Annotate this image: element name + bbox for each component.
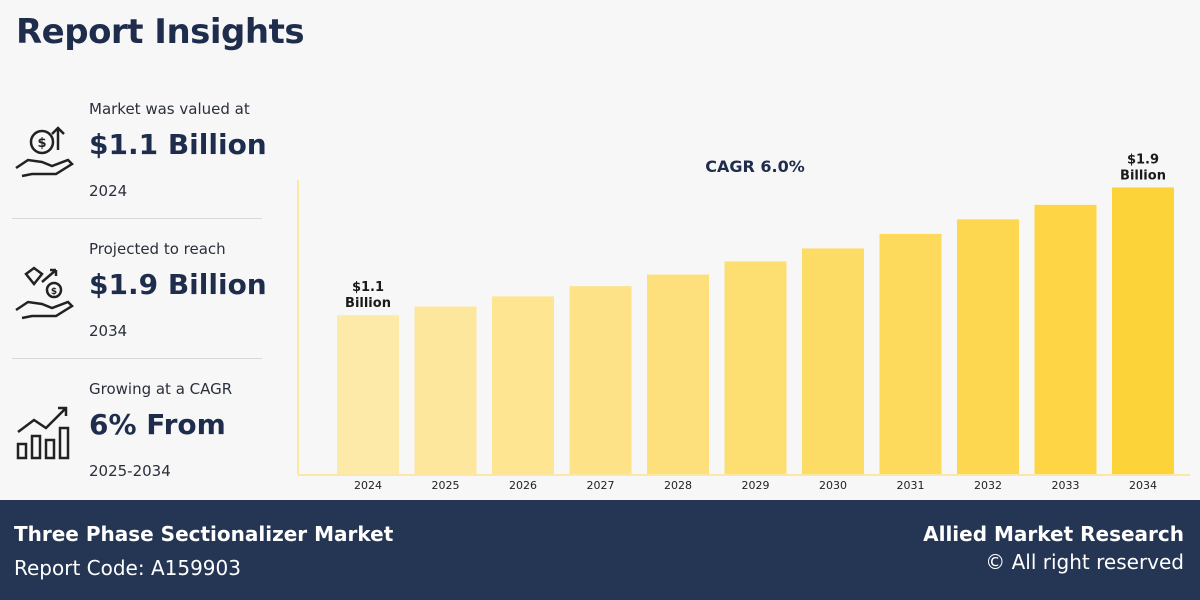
bar-2027 <box>569 286 632 475</box>
data-label-2034: $1.9 <box>1127 152 1159 167</box>
bar-chart: 2024 2025 2026 2027 2028 2029 2030 2031 2032 2033… <box>290 140 1190 500</box>
x-tick-label-2029: 2029 <box>742 479 770 492</box>
copyright: © All right reserved <box>985 550 1184 574</box>
bar-2029 <box>724 261 787 475</box>
bar-chart-svg: 2024 2025 2026 2027 2028 2029 2030 2031 2032 2033… <box>297 152 1190 492</box>
svg-text:$: $ <box>37 136 46 151</box>
market-name: Three Phase Sectionalizer Market <box>14 522 394 546</box>
stat-value: $1.9 Billion <box>89 268 267 301</box>
stat-cagr: Growing at a CAGR 6% From 2025-2034 <box>12 372 264 504</box>
stat-value: $1.1 Billion <box>89 128 267 161</box>
stat-market-value: $ Market was valued at $1.1 Billion 2024 <box>12 92 267 224</box>
bar-2028 <box>647 274 709 475</box>
stat-value: 6% From <box>89 408 226 441</box>
x-tick-label-2030: 2030 <box>819 479 847 492</box>
brand-name: Allied Market Research <box>923 522 1184 546</box>
x-tick-label-2032: 2032 <box>974 479 1002 492</box>
bar-2034 <box>1112 187 1174 475</box>
divider <box>12 358 262 359</box>
x-tick-label-2031: 2031 <box>897 479 925 492</box>
stat-caption: Market was valued at <box>89 100 250 118</box>
bar-2024 <box>337 315 399 475</box>
bar-2032 <box>957 219 1019 475</box>
stat-year: 2024 <box>89 182 128 200</box>
x-tick-label-2033: 2033 <box>1052 479 1080 492</box>
x-tick-label-2027: 2027 <box>587 479 615 492</box>
stat-year: 2025-2034 <box>89 462 171 480</box>
report-code: Report Code: A159903 <box>14 556 241 580</box>
page-title: Report Insights <box>16 12 305 52</box>
x-tick-label-2028: 2028 <box>664 479 692 492</box>
footer: Three Phase Sectionalizer Market Report … <box>0 500 1200 600</box>
chart-title: CAGR 6.0% <box>705 157 805 176</box>
stat-year: 2034 <box>89 322 128 340</box>
bar-2033 <box>1034 204 1097 475</box>
bar-growth-icon <box>16 406 70 460</box>
x-tick-label-2026: 2026 <box>509 479 537 492</box>
stat-caption: Projected to reach <box>89 240 226 258</box>
bar-2025 <box>414 306 477 475</box>
x-tick-label-2024: 2024 <box>354 479 382 492</box>
data-label-2024: Billion <box>345 296 391 311</box>
x-tick-label-2025: 2025 <box>432 479 460 492</box>
bar-2026 <box>492 296 554 475</box>
bar-2031 <box>879 233 942 475</box>
bar-2030 <box>802 248 864 475</box>
diamond-growth-icon: $ <box>15 266 74 320</box>
x-tick-label-2034: 2034 <box>1129 479 1157 492</box>
divider <box>12 218 262 219</box>
bars-group <box>337 187 1174 475</box>
data-label-2024: $1.1 <box>352 280 384 295</box>
stat-projected-value: $ Projected to reach $1.9 Billion 2034 <box>12 232 267 364</box>
data-label-2034: Billion <box>1120 168 1166 183</box>
svg-text:$: $ <box>51 287 57 297</box>
stat-caption: Growing at a CAGR <box>89 380 233 398</box>
money-hand-icon: $ <box>15 126 74 178</box>
